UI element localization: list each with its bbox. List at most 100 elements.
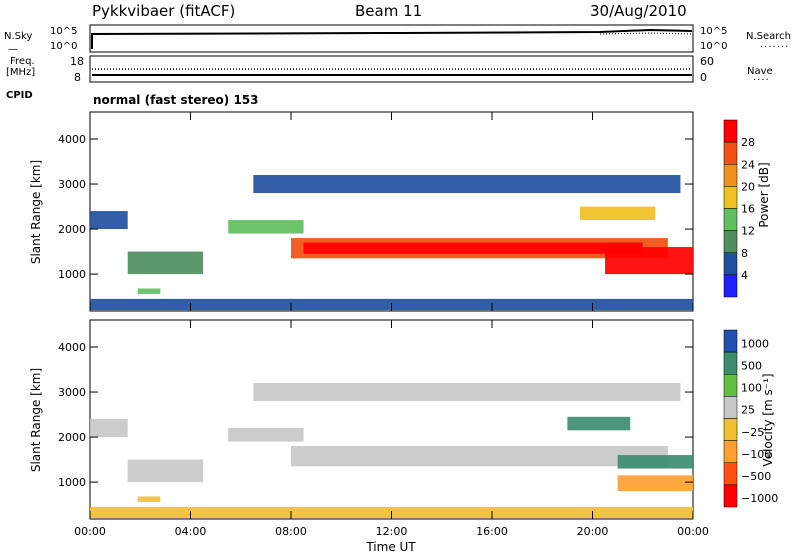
noise-panel-frame [89, 24, 694, 53]
velocity-xtick-label-2: 08:00 [275, 525, 307, 538]
power-colorbar-tick-6: 4 [741, 269, 748, 282]
power-ytick-label-0: 1000 [58, 268, 86, 281]
freq-label: Freq. [10, 56, 35, 67]
nsky-trace [91, 28, 693, 49]
velocity-ytick-label-0: 1000 [58, 476, 86, 489]
velocity-ytick-label-2: 3000 [58, 386, 86, 399]
power-colorbar-seg-1 [723, 141, 738, 165]
velocity-panel: 1000 2000 3000 4000 00:00 04:00 08:00 12:00 16:… [29, 319, 778, 554]
velocity-region-4 [291, 446, 668, 467]
power-colorbar-seg-5 [723, 230, 738, 253]
beam-title: Beam 11 [355, 2, 423, 20]
velocity-xtick-label-3: 12:00 [376, 525, 408, 538]
power-ytick-label-2: 3000 [58, 178, 86, 191]
power-region-8 [579, 206, 656, 221]
freq-unit: [MHz] [6, 67, 36, 78]
velocity-colorbar-seg-0 [723, 329, 738, 353]
freq-panel: 18 8 60 0 [70, 55, 714, 84]
velocity-colorbar-seg-6 [723, 462, 738, 486]
nsearch-label: N.Search [746, 31, 792, 42]
power-ytick-label-1: 2000 [58, 223, 86, 236]
noise-tick-bottom-left: 10^0 [50, 41, 77, 52]
power-xticks [89, 112, 694, 311]
velocity-xtick-label-4: 16:00 [476, 525, 508, 538]
power-colorbar-seg-3 [723, 186, 738, 209]
velocity-colorbar: 1000 500 100 25 −25 −100 −500 −1000 [723, 329, 778, 508]
freq-tick-bottom: 8 [74, 71, 81, 84]
velocity-colorbar-tick-4: −25 [741, 426, 764, 439]
power-colorbar-seg-7 [723, 274, 738, 298]
velocity-region-7 [617, 455, 693, 469]
velocity-region-6 [567, 416, 631, 431]
power-colorbar-tick-0: 28 [741, 136, 755, 149]
power-colorbar-seg-4 [723, 208, 738, 231]
nave-tick-top: 60 [700, 55, 714, 68]
cpid-label: CPID [6, 90, 33, 101]
cpid-text: normal (fast stereo) 153 [93, 93, 259, 107]
velocity-colorbar-tick-3: 25 [741, 404, 755, 417]
noise-tick-bottom-right: 10^0 [700, 41, 727, 52]
velocity-colorbar-label: Velocity [m s⁻¹] [761, 373, 775, 466]
nave-label: Nave [747, 66, 773, 77]
power-region-5 [303, 242, 643, 254]
power-ytick-label-3: 4000 [58, 133, 86, 146]
power-colorbar-seg-6 [723, 252, 738, 276]
noise-tick-top-right: 10^5 [700, 26, 727, 37]
velocity-colorbar-tick-6: −500 [741, 470, 771, 483]
noise-panel: 10^5 10^0 10^5 10^0 [50, 24, 727, 53]
date-title: 30/Aug/2010 [590, 2, 687, 20]
power-colorbar-tick-1: 24 [741, 158, 755, 171]
power-colorbar: 28 24 20 16 12 8 4 [723, 119, 755, 298]
power-region-1 [127, 251, 204, 275]
noise-tick-top-left: 10^5 [50, 26, 77, 37]
power-panel: 1000 2000 3000 4000 Slant Range [km] 28 24 20… [29, 111, 771, 312]
nsky-legend-line: — [8, 44, 18, 55]
nsky-label: N.Sky [4, 31, 33, 42]
velocity-colorbar-tick-2: 100 [741, 382, 762, 395]
freq-tick-top: 18 [70, 55, 84, 68]
velocity-colorbar-seg-1 [723, 351, 738, 375]
velocity-ylabel: Slant Range [km] [29, 368, 43, 472]
nsearch-trace [599, 32, 693, 35]
power-ylabel: Slant Range [km] [29, 160, 43, 264]
velocity-yticks: 1000 2000 3000 4000 [58, 341, 693, 489]
velocity-region-1 [127, 459, 204, 483]
velocity-ytick-label-3: 4000 [58, 341, 86, 354]
velocity-xtick-label-1: 04:00 [175, 525, 207, 538]
power-colorbar-tick-5: 8 [741, 247, 748, 260]
power-region-0 [90, 211, 128, 230]
power-region-2 [137, 288, 161, 294]
velocity-colorbar-tick-0: 1000 [741, 337, 769, 350]
velocity-xticks: 00:00 04:00 08:00 12:00 16:00 20:00 00:00 [74, 320, 709, 538]
freq-panel-frame [89, 55, 694, 83]
velocity-colorbar-seg-2 [723, 374, 738, 397]
velocity-ytick-label-1: 2000 [58, 431, 86, 444]
velocity-xtick-label-6: 00:00 [677, 525, 709, 538]
power-colorbar-seg-0 [723, 119, 738, 143]
station-title: Pykkvibaer (fitACF) [92, 2, 236, 20]
velocity-region-8 [617, 475, 693, 492]
velocity-colorbar-tick-1: 500 [741, 359, 762, 372]
velocity-region-0 [90, 419, 128, 438]
velocity-colorbar-seg-4 [723, 418, 738, 441]
power-region-7 [605, 247, 693, 275]
velocity-xtick-label-5: 20:00 [577, 525, 609, 538]
nave-tick-bottom: 0 [700, 71, 707, 84]
power-region-6 [253, 175, 681, 194]
power-region-3 [228, 220, 304, 234]
velocity-colorbar-seg-7 [723, 484, 738, 508]
velocity-xtick-label-0: 00:00 [74, 525, 106, 538]
velocity-colorbar-seg-5 [723, 440, 738, 463]
velocity-colorbar-tick-5: −100 [741, 448, 771, 461]
velocity-colorbar-tick-7: −1000 [741, 492, 778, 505]
power-colorbar-tick-3: 16 [741, 203, 755, 216]
velocity-region-2 [137, 496, 161, 502]
x-axis-label: Time UT [365, 540, 416, 554]
velocity-colorbar-seg-3 [723, 396, 738, 419]
power-colorbar-seg-2 [723, 164, 738, 187]
velocity-region-5 [253, 383, 681, 402]
nave-legend-dots: ···· [753, 75, 770, 86]
power-colorbar-label: Power [dB] [757, 162, 771, 227]
velocity-region-3 [228, 428, 304, 442]
